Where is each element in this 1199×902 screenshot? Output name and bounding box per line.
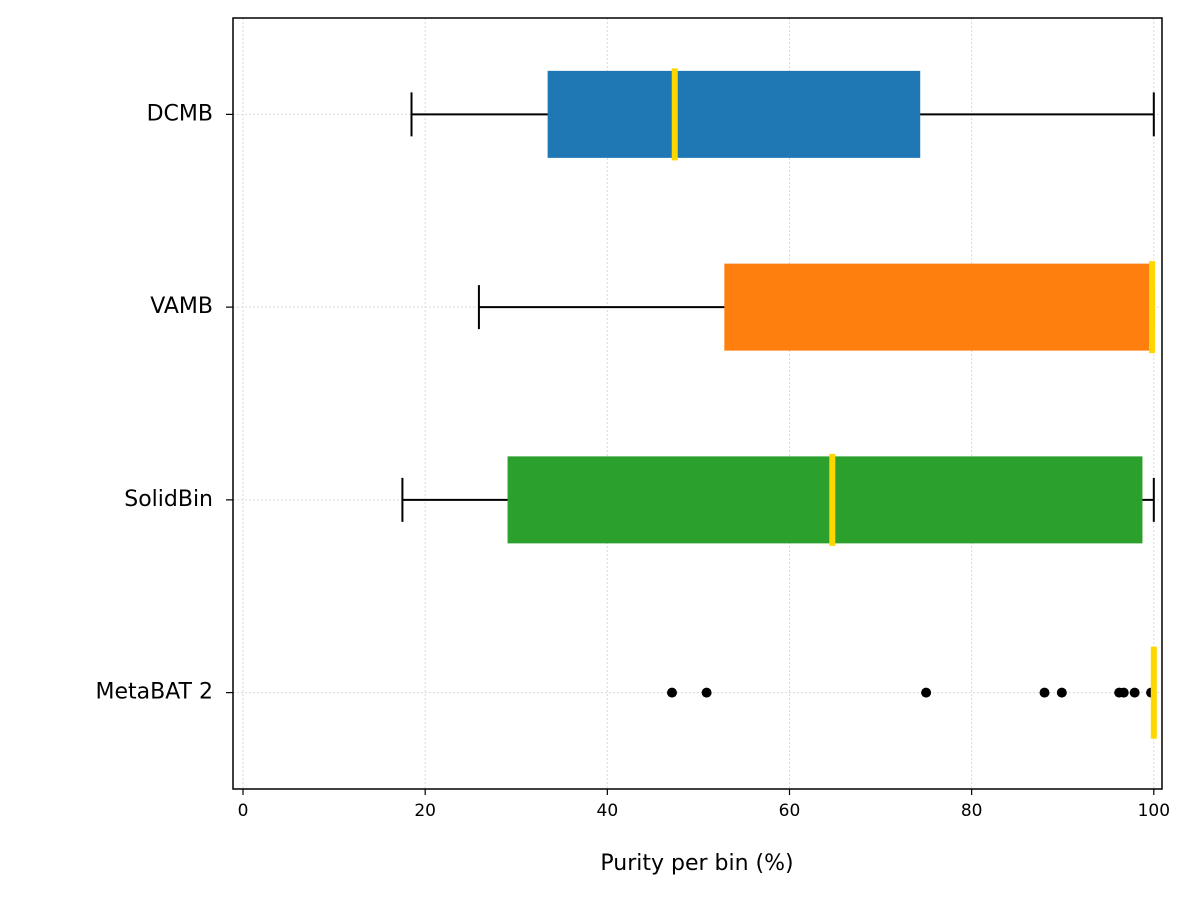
x-axis-label: Purity per bin (%)	[600, 851, 793, 876]
flier	[1039, 687, 1050, 698]
x-tick-label: 100	[1138, 801, 1170, 821]
x-tick-label: 20	[414, 801, 436, 821]
flier	[701, 687, 712, 698]
flier	[1129, 687, 1140, 698]
x-tick-label: 60	[779, 801, 801, 821]
y-tick-label: DCMB	[147, 101, 213, 126]
x-tick-label: 40	[597, 801, 619, 821]
flier	[1118, 687, 1129, 698]
x-tick-label: 0	[238, 801, 249, 821]
x-tick-label: 80	[961, 801, 983, 821]
flier	[1056, 687, 1067, 698]
box	[507, 456, 1143, 544]
box	[547, 70, 921, 158]
flier	[921, 687, 932, 698]
y-tick-label: MetaBAT 2	[96, 680, 214, 705]
box	[724, 263, 1155, 351]
flier	[666, 687, 677, 698]
plot-frame	[232, 17, 1163, 790]
y-tick-label: VAMB	[150, 294, 213, 319]
y-tick-label: SolidBin	[124, 487, 213, 512]
